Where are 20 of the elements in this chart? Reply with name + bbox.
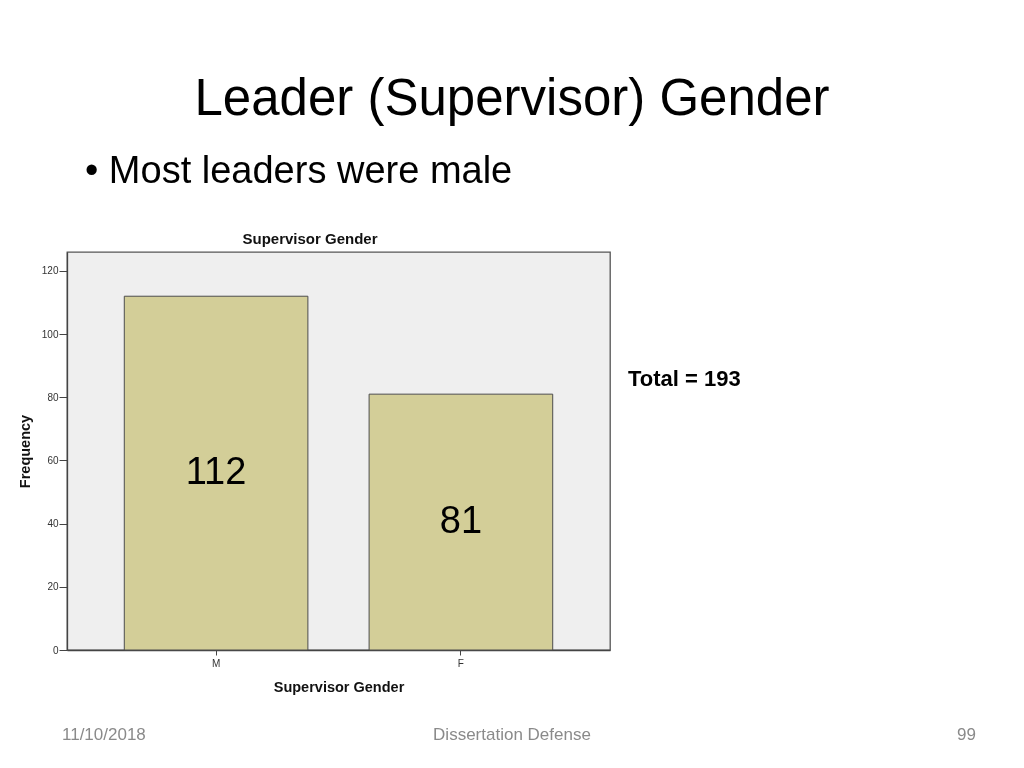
x-tick-label: M <box>211 657 221 669</box>
text: 99 <box>957 725 976 744</box>
text: 11/10/2018 <box>62 725 146 744</box>
text: Dissertation Defense <box>433 725 591 744</box>
data-label: 81 <box>439 499 483 542</box>
y-tick-label: 0 <box>52 644 59 656</box>
y-tick-label: 120 <box>41 265 59 277</box>
text: Total = 193 <box>628 366 741 391</box>
y-tick-label: 100 <box>41 328 59 340</box>
y-tick-label: 20 <box>47 581 59 593</box>
data-label: 112 <box>185 450 247 493</box>
y-tick-label: 40 <box>47 518 59 530</box>
chart-subtitle: • Most leaders were male <box>85 149 513 191</box>
x-axis-title: Supervisor Gender <box>273 678 405 695</box>
text: Supervisor Gender <box>242 230 378 247</box>
y-tick-label: 60 <box>47 454 59 466</box>
x-tick-label: F <box>457 657 464 669</box>
chart-title: Leader (Supervisor) Gender <box>194 69 830 126</box>
y-axis-title: Frequency <box>17 414 33 489</box>
y-tick-label: 80 <box>47 391 59 403</box>
